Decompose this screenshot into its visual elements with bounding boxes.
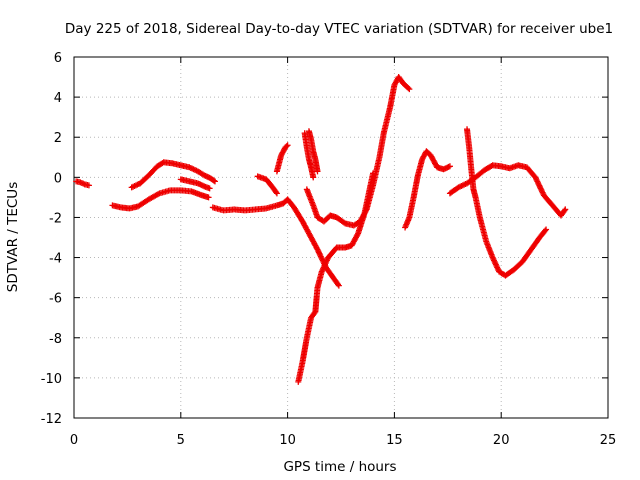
y-tick-label: 0 — [54, 171, 62, 186]
data-point — [85, 182, 92, 189]
data-point — [311, 309, 318, 316]
plot-frame — [73, 56, 609, 419]
data-point — [542, 227, 549, 234]
data-point — [446, 163, 453, 170]
data-point — [283, 143, 290, 150]
data-points — [73, 74, 569, 385]
y-tick-label: 4 — [54, 91, 62, 106]
data-point — [314, 168, 321, 175]
data-point — [310, 174, 317, 181]
data-point — [206, 185, 213, 192]
y-tick-label: -6 — [49, 292, 62, 307]
data-point — [543, 226, 550, 233]
y-tick-label: -4 — [49, 252, 62, 267]
x-tick-label: 20 — [493, 433, 510, 448]
x-axis-label: GPS time / hours — [283, 459, 396, 475]
x-tick-label: 15 — [386, 433, 403, 448]
y-tick-label: 6 — [54, 51, 62, 66]
y-axis-label: SDTVAR / TECUs — [5, 182, 21, 292]
data-point — [205, 194, 212, 201]
data-point — [211, 178, 218, 185]
data-point — [273, 189, 280, 196]
chart-title: Day 225 of 2018, Sidereal Day-to-day VTE… — [65, 21, 613, 37]
data-point — [335, 282, 342, 289]
y-tick-label: -2 — [49, 211, 62, 226]
y-tick-label: -12 — [41, 412, 62, 427]
grid-lines — [74, 57, 608, 418]
x-tick-label: 25 — [600, 433, 617, 448]
data-point — [354, 231, 361, 238]
data-point — [562, 206, 569, 213]
y-tick-label: -10 — [41, 372, 62, 387]
data-point — [273, 190, 280, 197]
data-point — [370, 170, 377, 177]
data-point — [561, 207, 568, 214]
x-tick-label: 10 — [279, 433, 296, 448]
data-point — [406, 86, 413, 93]
x-tick-label: 0 — [70, 433, 78, 448]
data-point — [405, 85, 412, 92]
data-point — [335, 281, 342, 288]
y-tick-label: -8 — [49, 332, 62, 347]
data-point — [155, 191, 162, 198]
data-point — [284, 142, 291, 149]
data-point — [210, 177, 217, 184]
x-tick-label: 5 — [177, 433, 185, 448]
y-tick-label: 2 — [54, 131, 62, 146]
